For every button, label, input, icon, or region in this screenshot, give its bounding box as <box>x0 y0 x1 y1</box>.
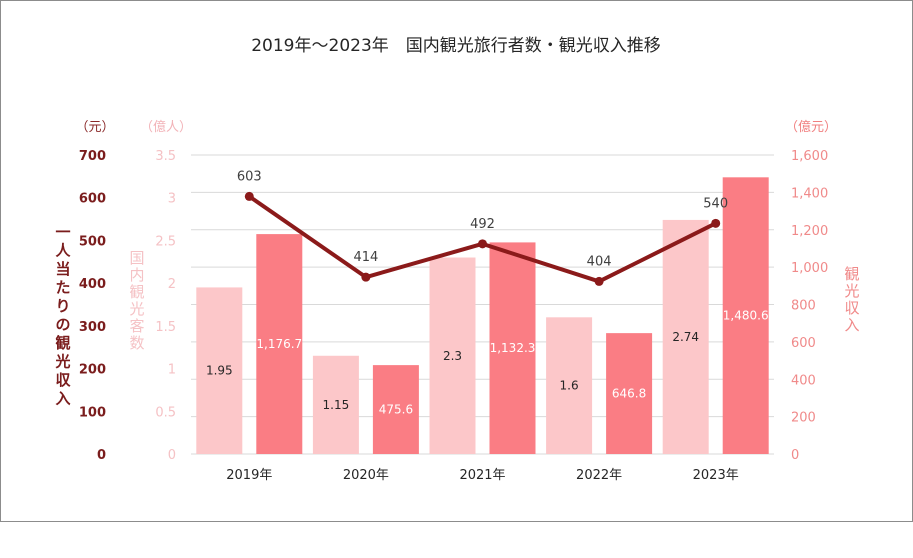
left-inner-axis-title-char: 光 <box>129 300 144 318</box>
right-axis-title: 観光収入 <box>844 265 859 334</box>
left-outer-axis-title-char: 収 <box>55 371 71 389</box>
tourist-bar <box>662 219 709 454</box>
right-tick-label: 1,600 <box>791 149 828 164</box>
tourist-data-label: 1.95 <box>206 364 233 378</box>
category-labels: 2019年 2020年 2021年 2022年 2023年 <box>226 468 738 483</box>
bars: 1.95 1,176.7 1.15 475.6 2.3 1,132.3 1.6 646.8 2.… <box>196 177 769 455</box>
left-outer-tick-label: 600 <box>79 192 106 207</box>
left-outer-axis-title-char: 当 <box>55 260 70 278</box>
left-inner-tick-label: 2.5 <box>155 234 176 249</box>
revenue-data-label: 1,480.6 <box>723 309 769 323</box>
revenue-bar <box>489 242 536 454</box>
right-axis-title-char: 光 <box>844 282 859 300</box>
per-capita-data-label: 603 <box>237 169 262 184</box>
left-inner-tick-label: 2 <box>168 277 176 292</box>
left-inner-unit: （億人） <box>140 119 192 135</box>
left-inner-ticks: 0 0.5 1 1.5 2 2.5 3 3.5 <box>155 149 176 463</box>
left-outer-axis-title-char: た <box>55 279 70 297</box>
left-outer-axis-title-char: の <box>55 316 70 334</box>
left-inner-axis-title-char: 国 <box>129 249 144 267</box>
right-tick-label: 1,000 <box>791 261 828 276</box>
per-capita-point <box>244 191 254 201</box>
category-label: 2023年 <box>693 468 739 483</box>
revenue-bar <box>372 365 419 454</box>
left-outer-axis-title-char: 入 <box>55 390 70 408</box>
per-capita-point <box>478 239 487 249</box>
tourist-data-label: 2.3 <box>443 349 462 363</box>
tourist-data-label: 1.6 <box>560 379 579 393</box>
per-capita-data-label: 414 <box>353 250 378 265</box>
revenue-data-label: 1,132.3 <box>490 341 536 355</box>
right-axis-title-char: 収 <box>844 299 859 317</box>
tourist-data-label: 1.15 <box>323 398 350 412</box>
right-tick-label: 600 <box>791 336 816 351</box>
left-outer-ticks: 0 100 200 300 400 500 600 700 <box>79 149 106 463</box>
revenue-data-label: 1,176.7 <box>256 337 302 351</box>
chart-title: 2019年～2023年 国内観光旅行者数・観光収入推移 <box>251 36 661 56</box>
left-inner-tick-label: 0.5 <box>155 405 176 420</box>
left-outer-tick-label: 700 <box>79 149 106 164</box>
right-tick-label: 1,400 <box>791 186 828 201</box>
left-outer-tick-label: 400 <box>79 277 106 292</box>
tourist-bar <box>312 355 359 454</box>
per-capita-point <box>711 218 721 228</box>
left-inner-tick-label: 3 <box>168 192 176 207</box>
left-inner-axis-title-char: 客 <box>129 317 144 335</box>
right-axis-title-char: 観 <box>844 265 859 283</box>
left-inner-axis-title-char: 数 <box>129 334 144 352</box>
per-capita-point <box>594 276 604 286</box>
per-capita-point <box>361 272 371 282</box>
per-capita-data-label: 492 <box>470 217 495 232</box>
category-label: 2021年 <box>459 468 505 483</box>
left-outer-tick-label: 500 <box>79 234 106 249</box>
left-outer-axis-title-char: 人 <box>55 242 71 260</box>
right-ticks: 0 200 400 600 800 1,000 1,200 1,400 1,600 <box>791 149 828 463</box>
category-label: 2022年 <box>576 468 622 483</box>
left-outer-axis-title-char: り <box>55 297 70 315</box>
category-label: 2019年 <box>226 468 272 483</box>
right-tick-label: 0 <box>791 448 799 463</box>
right-tick-label: 800 <box>791 299 816 314</box>
left-outer-axis-title-char: 光 <box>54 353 70 371</box>
tourist-bar <box>196 287 243 454</box>
per-capita-data-label: 540 <box>703 196 728 211</box>
left-outer-tick-label: 200 <box>79 363 106 378</box>
line-series: 603 414 492 404 540 <box>237 169 728 286</box>
right-axis-title-char: 入 <box>844 316 859 334</box>
revenue-data-label: 646.8 <box>612 387 646 401</box>
right-tick-label: 400 <box>791 373 816 388</box>
revenue-data-label: 475.6 <box>379 403 413 417</box>
chart-frame: 2019年～2023年 国内観光旅行者数・観光収入推移 （元） （億人） （億元… <box>0 0 913 522</box>
tourist-data-label: 2.74 <box>672 330 699 344</box>
left-outer-tick-label: 0 <box>97 448 106 463</box>
left-outer-unit: （元） <box>75 120 114 135</box>
right-tick-label: 1,200 <box>791 224 828 239</box>
left-inner-axis-title-char: 観 <box>129 283 144 301</box>
tourist-bar <box>429 257 476 454</box>
right-unit: （億元） <box>785 119 837 135</box>
left-inner-axis-title-char: 内 <box>129 266 144 284</box>
revenue-bar <box>256 234 303 454</box>
left-outer-tick-label: 100 <box>79 405 106 420</box>
left-outer-axis-title-char: 観 <box>55 334 70 352</box>
left-inner-tick-label: 1.5 <box>155 320 176 335</box>
per-capita-line <box>248 194 717 284</box>
revenue-bar <box>606 333 653 454</box>
tourist-bar <box>546 317 593 454</box>
left-inner-tick-label: 3.5 <box>155 149 176 164</box>
left-outer-tick-label: 300 <box>79 320 106 335</box>
per-capita-data-label: 404 <box>587 254 612 269</box>
left-inner-tick-label: 1 <box>168 363 176 378</box>
left-inner-tick-label: 0 <box>168 448 176 463</box>
chart-svg: 2019年～2023年 国内観光旅行者数・観光収入推移 （元） （億人） （億元… <box>54 36 859 483</box>
left-outer-axis-title-char: 一 <box>55 223 70 241</box>
category-label: 2020年 <box>343 468 389 483</box>
revenue-bar <box>722 177 769 455</box>
right-tick-label: 200 <box>791 411 816 426</box>
